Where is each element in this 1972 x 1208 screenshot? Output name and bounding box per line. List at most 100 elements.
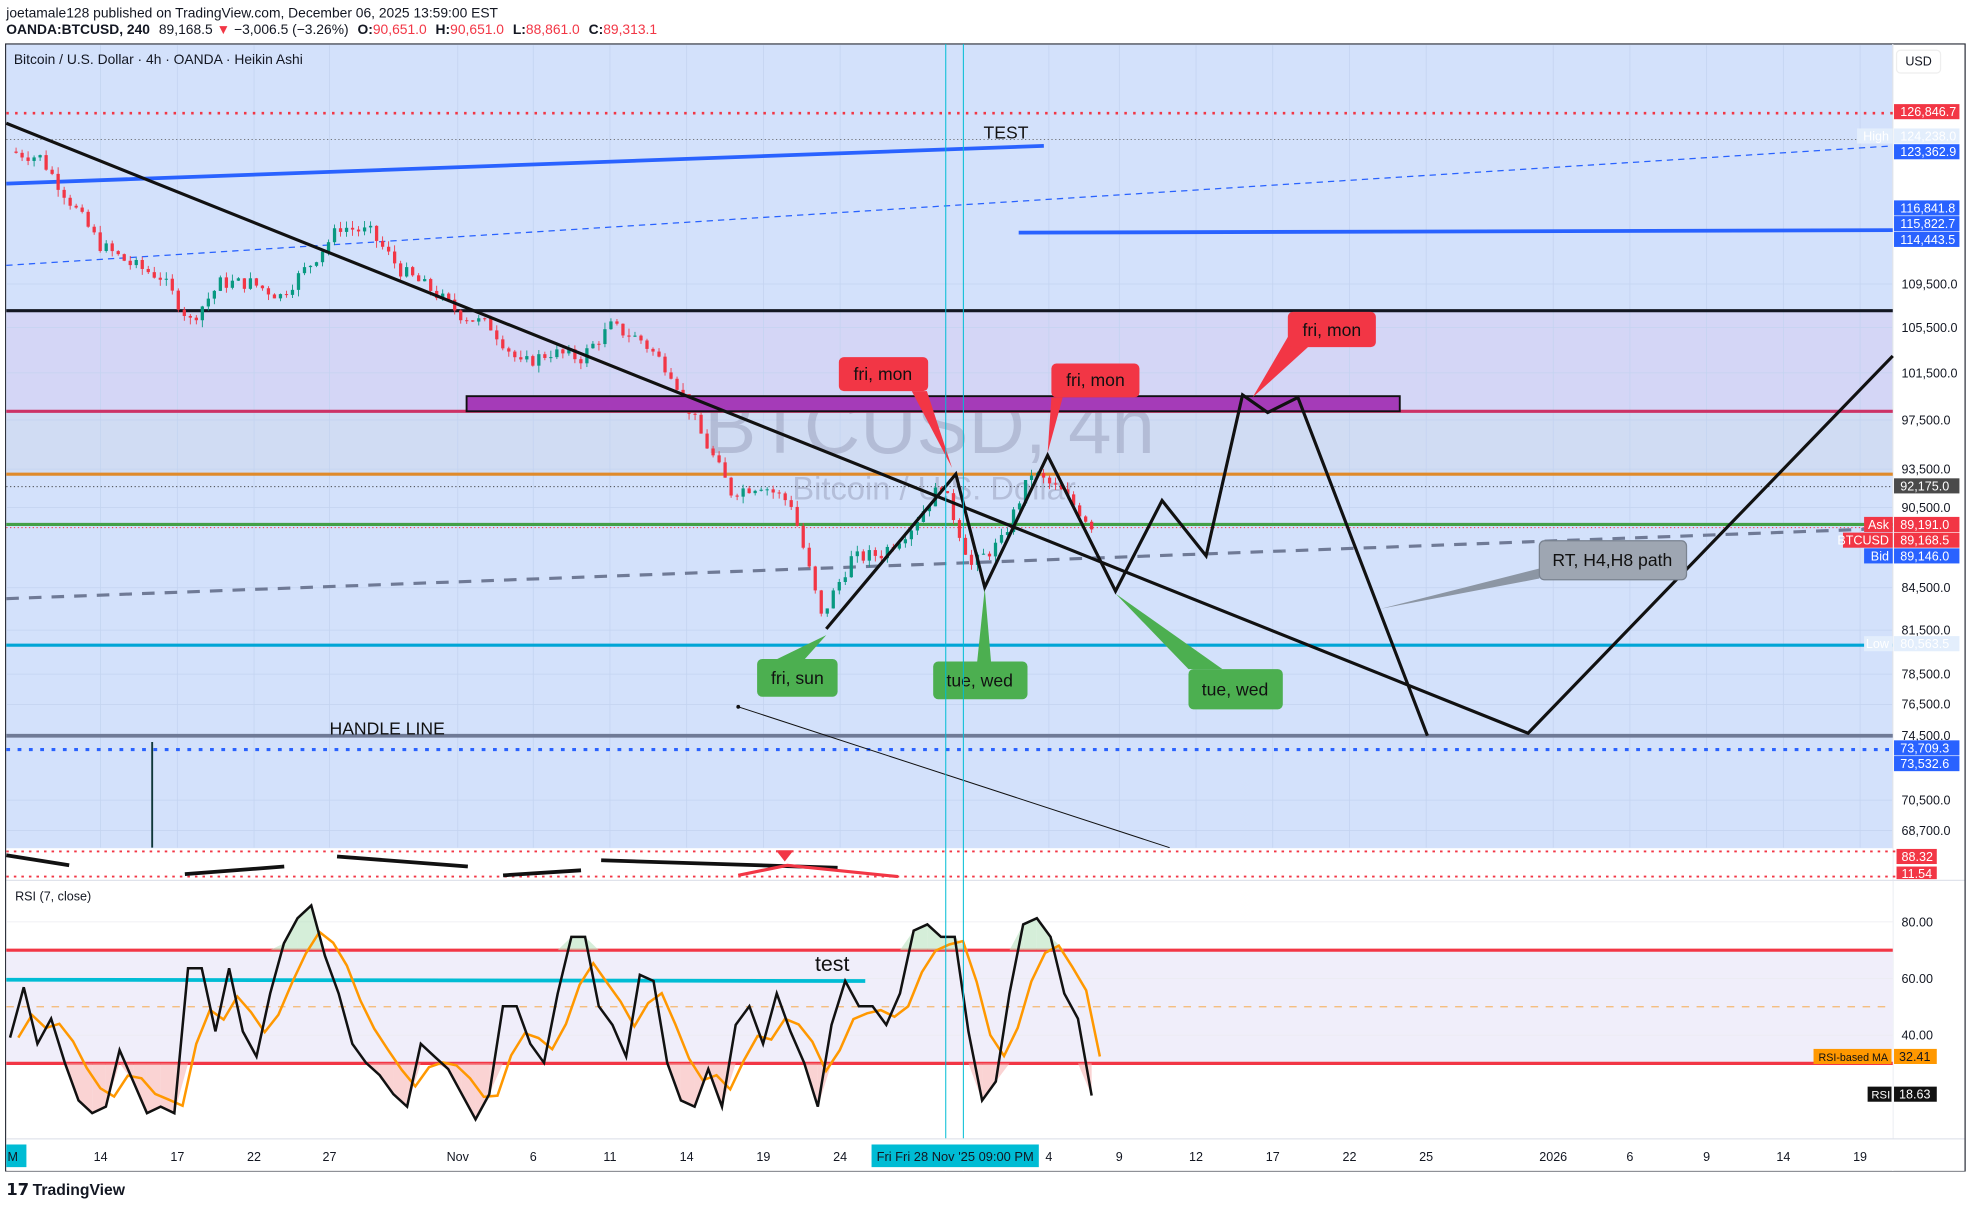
candle <box>747 485 751 494</box>
rsi-ma-badge: RSI-based MA 32.41 <box>1813 1048 1937 1064</box>
candle <box>338 221 343 237</box>
candle <box>795 500 799 527</box>
candle <box>873 547 877 562</box>
candle <box>753 489 757 496</box>
candle <box>260 285 265 291</box>
rsi-oversold-fill <box>160 1063 175 1114</box>
candle <box>477 315 481 326</box>
candle <box>969 549 974 570</box>
candle <box>68 194 72 210</box>
candle <box>627 328 631 343</box>
candle <box>591 341 595 349</box>
time-ticks: 14 17 22 27 Nov 6 11 14 19 24 4 9 12 17 22 25 2026 6 9 14 19 <box>94 1150 1867 1164</box>
strip-badge-upper: 88.32 <box>1896 848 1937 865</box>
blue-horizontal[interactable] <box>1018 228 1893 235</box>
candle <box>825 608 829 617</box>
svg-text:M: M <box>8 1150 18 1164</box>
candle <box>218 275 223 292</box>
rsi-label: RSI <box>1871 1090 1890 1102</box>
candle <box>669 368 673 380</box>
callout-fri-mon-1[interactable]: fri, mon <box>838 357 953 468</box>
candle <box>242 278 247 293</box>
high-label: H: <box>436 21 451 37</box>
candle <box>783 491 787 506</box>
candle <box>615 318 619 326</box>
candle <box>362 221 367 236</box>
callout-fri-mon-2[interactable]: fri, mon <box>1047 363 1140 453</box>
test-label: TEST <box>983 122 1028 142</box>
svg-text:11.54: 11.54 <box>1902 867 1933 881</box>
rsi-oversold-fill <box>461 1063 476 1120</box>
price-tick: 109,500.0 <box>1902 277 1958 291</box>
price-tick: 76,500.0 <box>1902 698 1951 712</box>
main-trendline[interactable] <box>5 121 1894 736</box>
candle <box>843 571 847 586</box>
purple-zone[interactable] <box>465 395 1401 413</box>
callout-fri-mon-3[interactable]: fri, mon <box>1252 311 1376 398</box>
price-tick: 78,500.0 <box>1902 667 1951 681</box>
candle <box>723 457 727 478</box>
candle <box>80 204 84 214</box>
last-price: 89,168.5 <box>159 21 213 37</box>
candle <box>909 528 914 546</box>
candle <box>549 350 553 363</box>
callout-tue-wed-2[interactable]: tue, wed <box>1115 593 1283 710</box>
candle <box>320 251 325 267</box>
price-badge: 92,175.0 <box>1894 478 1960 494</box>
callout-text: RT, H4,H8 path <box>1552 550 1672 570</box>
candle <box>699 408 703 434</box>
candle <box>849 550 853 578</box>
time-tick: 4 <box>1045 1150 1052 1164</box>
rsi-overbought-fill <box>1023 918 1037 951</box>
price-badge-label: Bid <box>1871 549 1889 563</box>
rsi-ticks: 80.00 60.00 40.00 <box>1902 915 1933 1042</box>
candle <box>741 484 745 504</box>
callout-fri-sun[interactable]: fri, sun <box>757 635 838 697</box>
rsi-overbought-fill <box>927 924 942 951</box>
thin-trendline-anchor[interactable] <box>736 704 741 709</box>
candle <box>945 490 950 494</box>
thin-trendline[interactable] <box>738 706 1170 849</box>
candle <box>663 353 667 376</box>
rsi-overbought-fill <box>571 936 586 951</box>
sell-arrow-icon <box>775 850 794 862</box>
candle <box>248 272 253 290</box>
blue-trendline[interactable] <box>6 144 1044 186</box>
time-tick: 22 <box>1342 1150 1356 1164</box>
price-tick: 70,500.0 <box>1902 793 1951 807</box>
candle <box>417 273 421 282</box>
rsi-cyan-line[interactable] <box>6 977 866 983</box>
candle <box>134 257 138 269</box>
candle <box>152 266 156 279</box>
rsi-overbought-fill <box>913 924 928 951</box>
price-badge: 89,168.5 BTCUSD <box>1837 532 1960 548</box>
price-badge-value: 89,146.0 <box>1900 549 1949 563</box>
candle <box>831 588 835 609</box>
price-badge-value: 124,238.0 <box>1900 129 1956 143</box>
price-badge: 73,532.6 <box>1894 756 1960 772</box>
price-badge-value: 80,563.5 <box>1900 637 1949 651</box>
candle <box>957 518 962 542</box>
low-label: L: <box>513 21 526 37</box>
price-tick: 101,500.0 <box>1902 366 1958 380</box>
crosshair-time-text: Fri Fri 28 Nov '25 09:00 PM <box>877 1150 1034 1164</box>
time-tick: 14 <box>1776 1150 1790 1164</box>
gray-dashed-trendline[interactable] <box>6 526 1893 601</box>
rsi-oversold-fill <box>680 1063 695 1107</box>
candle <box>759 487 763 492</box>
candle <box>645 338 649 353</box>
price-tick: 97,500.0 <box>1902 413 1951 427</box>
candle <box>266 286 271 301</box>
price-badge: 73,709.3 <box>1894 740 1960 756</box>
blue-dashed-trendline[interactable] <box>6 145 1893 266</box>
projected-path[interactable] <box>825 392 1429 737</box>
callout-text: tue, wed <box>1202 679 1269 699</box>
rsi-title: RSI (7, close) <box>15 889 91 903</box>
candle <box>380 236 385 250</box>
time-tick: 6 <box>1626 1150 1633 1164</box>
time-tick: Nov <box>447 1150 470 1164</box>
candle <box>290 284 295 299</box>
callout-text: fri, mon <box>854 364 913 384</box>
currency-button[interactable] <box>1895 49 1942 74</box>
time-tick: 17 <box>170 1150 184 1164</box>
